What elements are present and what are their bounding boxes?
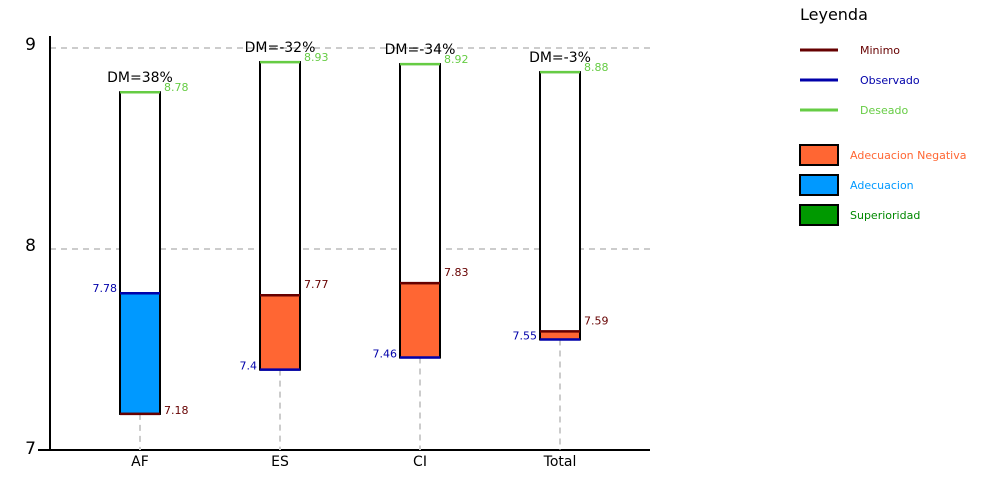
observado-value-label: 7.46 xyxy=(373,348,398,361)
deseado-value-label: 8.92 xyxy=(444,53,469,66)
deseado-value-label: 8.93 xyxy=(304,51,329,64)
legend-box-label: Superioridad xyxy=(850,209,920,222)
y-tick-label: 7 xyxy=(25,439,36,459)
legend-title: Leyenda xyxy=(800,5,868,24)
minimo-value-label: 7.59 xyxy=(584,314,609,327)
deseado-value-label: 8.78 xyxy=(164,81,189,94)
legend-box-swatch xyxy=(799,204,839,226)
bar-group-ci: 8.92 7.83 7.46 DM=-34% CI xyxy=(373,42,469,470)
legend-line-label: Observado xyxy=(860,74,920,87)
y-tick-label: 9 xyxy=(25,35,36,55)
bars: 8.78 7.18 7.78 DM=38% AF 8.93 7.77 7.4 DM=-32% ES… xyxy=(93,40,609,470)
x-tick-label: Total xyxy=(543,454,577,470)
dm-label: DM=-32% xyxy=(245,40,316,56)
dm-label: DM=-34% xyxy=(385,42,456,58)
bar-group-total: 8.88 7.59 7.55 DM=-3% Total xyxy=(513,50,609,470)
observado-value-label: 7.4 xyxy=(240,360,258,373)
bar-group-es: 8.93 7.77 7.4 DM=-32% ES xyxy=(240,40,329,470)
legend-box-swatch xyxy=(799,144,839,166)
y-tick-label: 8 xyxy=(25,236,36,256)
deseado-value-label: 8.88 xyxy=(584,61,609,74)
dm-label: DM=-3% xyxy=(529,50,591,66)
legend-box-swatch xyxy=(799,174,839,196)
minimo-value-label: 7.18 xyxy=(164,404,189,417)
adequacy-segment xyxy=(399,282,441,359)
legend-line-label: Deseado xyxy=(860,104,908,117)
x-tick-label: ES xyxy=(271,454,289,470)
dm-label: DM=38% xyxy=(107,70,173,86)
legend-box-label: Adecuacion xyxy=(850,179,914,192)
adequacy-segment xyxy=(119,292,161,415)
minimo-value-label: 7.77 xyxy=(304,278,329,291)
legend: Leyenda Minimo Observado Deseado Adecuacion … xyxy=(799,5,966,226)
minimo-value-label: 7.83 xyxy=(444,266,469,279)
observado-value-label: 7.78 xyxy=(93,282,118,295)
range-box xyxy=(539,71,581,341)
adequacy-segment xyxy=(259,294,301,371)
x-tick-label: AF xyxy=(131,454,149,470)
x-tick-label: CI xyxy=(413,454,427,470)
legend-box-label: Adecuacion Negativa xyxy=(850,149,966,162)
observado-value-label: 7.55 xyxy=(513,329,538,342)
bar-group-af: 8.78 7.18 7.78 DM=38% AF xyxy=(93,70,189,470)
legend-line-label: Minimo xyxy=(860,44,900,57)
